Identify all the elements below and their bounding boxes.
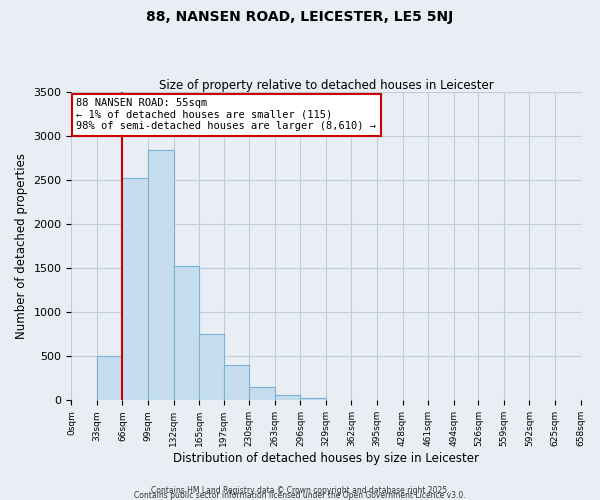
Bar (148, 150, 173, 401)
Bar (122, 178, 148, 400)
X-axis label: Distribution of detached houses by size in Leicester: Distribution of detached houses by size … (173, 452, 479, 465)
Bar (250, 386, 275, 400)
Bar (301, 398, 326, 400)
Y-axis label: Number of detached properties: Number of detached properties (15, 153, 28, 339)
Title: Size of property relative to detached houses in Leicester: Size of property relative to detached ho… (158, 79, 493, 92)
Bar (97, 356, 122, 401)
Text: Contains HM Land Registry data © Crown copyright and database right 2025.: Contains HM Land Registry data © Crown c… (151, 486, 449, 495)
Bar (199, 334, 224, 400)
Bar (224, 365, 250, 400)
Bar (275, 394, 301, 400)
Bar (173, 266, 199, 400)
Text: 88, NANSEN ROAD, LEICESTER, LE5 5NJ: 88, NANSEN ROAD, LEICESTER, LE5 5NJ (146, 10, 454, 24)
Text: Contains public sector information licensed under the Open Government Licence v3: Contains public sector information licen… (134, 491, 466, 500)
Text: 88 NANSEN ROAD: 55sqm
← 1% of detached houses are smaller (115)
98% of semi-deta: 88 NANSEN ROAD: 55sqm ← 1% of detached h… (76, 98, 376, 132)
